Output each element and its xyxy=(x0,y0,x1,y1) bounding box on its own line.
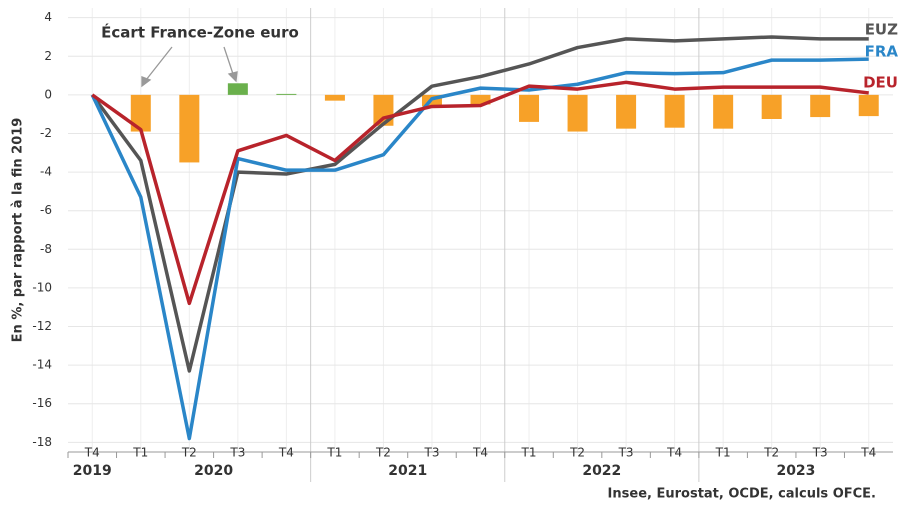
x-tick-label: T3 xyxy=(618,446,634,460)
y-tick-label: 4 xyxy=(44,10,52,24)
x-tick-label: T3 xyxy=(812,446,828,460)
x-tick-label: T4 xyxy=(666,446,682,460)
year-label: 2021 xyxy=(388,463,427,479)
y-tick-label: 0 xyxy=(44,87,52,101)
x-tick-label: T1 xyxy=(326,446,342,460)
line xyxy=(90,57,869,441)
y-tick-label: -12 xyxy=(32,319,52,333)
bar xyxy=(519,94,540,122)
y-tick-label: -2 xyxy=(40,126,52,140)
x-tick-label: T4 xyxy=(860,446,876,460)
y-tick-label: -14 xyxy=(32,358,52,372)
y-axis-label: En %, par rapport à la fin 2019 xyxy=(11,118,26,343)
y-tick-label: -10 xyxy=(32,280,52,294)
y-tick-label: -6 xyxy=(40,203,52,217)
x-tick-label: T1 xyxy=(521,446,537,460)
bar xyxy=(130,94,151,132)
bar xyxy=(179,94,200,163)
x-tick-label: T2 xyxy=(569,446,585,460)
bar xyxy=(664,94,685,128)
year-label: 2019 xyxy=(73,463,112,479)
x-tick-label: T2 xyxy=(181,446,197,460)
y-tick-label: -4 xyxy=(40,165,52,179)
line xyxy=(90,35,869,373)
bar xyxy=(761,94,782,119)
bar xyxy=(470,94,491,105)
y-tick-label: -16 xyxy=(32,396,52,410)
x-tick-label: T3 xyxy=(423,446,439,460)
x-tick-label: T1 xyxy=(132,446,148,460)
bar xyxy=(567,94,588,132)
year-label: 2023 xyxy=(776,463,815,479)
series-label: DEU xyxy=(863,74,898,92)
bar xyxy=(713,94,734,129)
bar xyxy=(858,94,879,117)
y-tick-label: -18 xyxy=(32,435,52,449)
x-tick-label: T2 xyxy=(763,446,779,460)
line xyxy=(91,80,869,306)
year-label: 2020 xyxy=(194,463,233,479)
x-tick-label: T4 xyxy=(472,446,488,460)
bar xyxy=(227,83,248,95)
annotation-arrows xyxy=(141,46,238,88)
x-tick-label: T2 xyxy=(375,446,391,460)
bar xyxy=(276,93,297,95)
bar xyxy=(810,94,831,118)
bar xyxy=(373,94,394,126)
y-tick-label: 2 xyxy=(44,49,52,63)
x-tick-label: T3 xyxy=(229,446,245,460)
source: Insee, Eurostat, OCDE, calculs OFCE. xyxy=(608,487,876,502)
plot: 4 2 0 -2 -4 -6 -8 -10 -12 -14 -16 -18 2019 2020 2021 20… xyxy=(32,8,898,482)
series-label: EUZ xyxy=(865,21,898,39)
bar xyxy=(616,94,637,129)
annotation: Écart France-Zone euro xyxy=(101,23,299,42)
x-tick-label: T1 xyxy=(715,446,731,460)
x-tick-label: T4 xyxy=(278,446,294,460)
series-label: FRA xyxy=(865,43,899,61)
bar xyxy=(324,94,345,101)
year-label: 2022 xyxy=(582,463,621,479)
x-tick-label: T4 xyxy=(84,446,100,460)
y-tick-label: -8 xyxy=(40,242,52,256)
